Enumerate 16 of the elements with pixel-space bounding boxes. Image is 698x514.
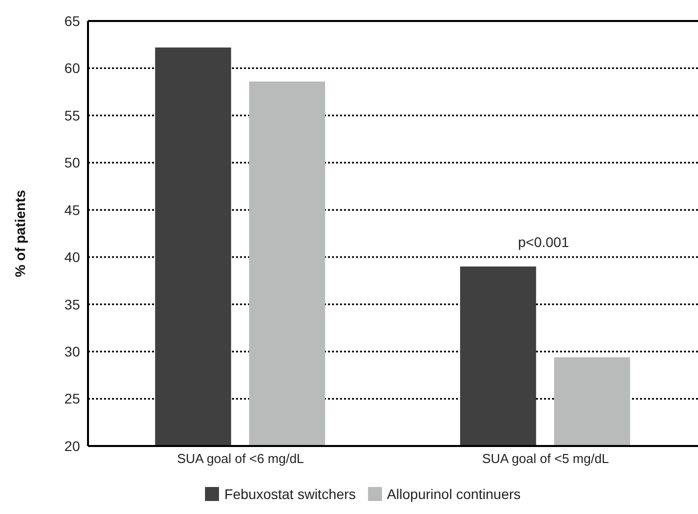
y-tick-label: 20	[64, 438, 80, 454]
y-tick-label: 35	[64, 296, 80, 312]
annotation: p<0.001	[518, 234, 569, 250]
y-axis-title: % of patients	[12, 190, 28, 278]
y-tick-label: 30	[64, 344, 80, 360]
y-tick-label: 55	[64, 107, 80, 124]
x-tick-label: SUA goal of <6 mg/dL	[177, 451, 304, 466]
y-tick-label: 45	[64, 202, 80, 218]
y-tick-label: 40	[64, 249, 80, 266]
legend-label: Allopurinol continuers	[386, 486, 521, 502]
y-tick-label: 65	[64, 12, 80, 29]
y-tick-label: 50	[64, 154, 80, 171]
legend-label: Febuxostat switchers	[224, 486, 356, 502]
y-tick-label: 60	[64, 60, 80, 76]
y-tick-label: 25	[64, 390, 80, 407]
x-tick-label: SUA goal of <5 mg/dL	[482, 451, 609, 466]
